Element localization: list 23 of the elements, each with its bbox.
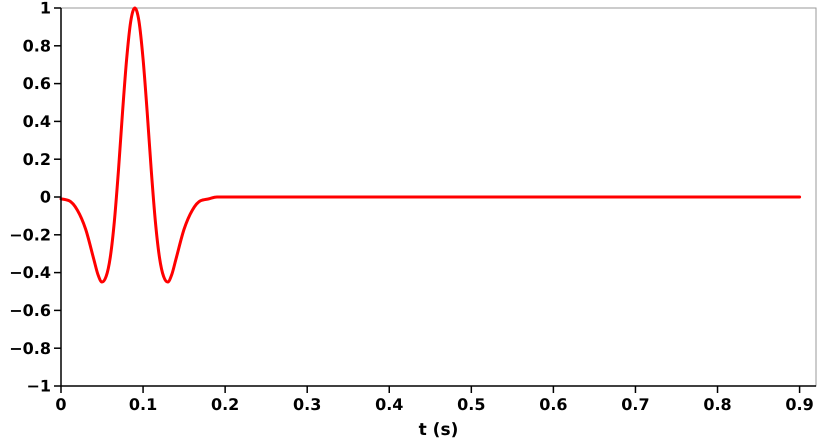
y-tick-label: 0 — [40, 188, 51, 207]
x-tick-label: 0.7 — [621, 395, 650, 414]
x-tick-label: 0.4 — [375, 395, 404, 414]
y-tick-label: 0.6 — [22, 74, 51, 94]
x-tick-label: 0.5 — [457, 395, 486, 414]
x-tick-label: 0 — [55, 395, 67, 414]
x-tick-label: 0.2 — [210, 395, 240, 414]
y-tick-label: −1 — [26, 376, 51, 396]
y-tick-label: 0.8 — [22, 36, 51, 56]
y-tick-label: 1 — [40, 0, 51, 18]
y-tick-label: −0.2 — [9, 225, 51, 244]
y-tick-label: 0.2 — [22, 150, 51, 169]
y-tick-label: −0.6 — [9, 301, 51, 320]
x-axis-title: t (s) — [418, 420, 458, 440]
x-tick-label: 0.8 — [703, 395, 732, 414]
x-tick-label: 0.1 — [128, 395, 158, 414]
y-tick-label: −0.4 — [9, 263, 51, 282]
x-tick-label: 0.9 — [785, 395, 814, 414]
x-tick-label: 0.6 — [539, 395, 568, 414]
line-series — [60, 6, 802, 284]
y-tick-label: −0.8 — [9, 338, 51, 358]
y-tick-label: 0.4 — [22, 112, 51, 131]
x-tick-label: 0.3 — [293, 395, 322, 414]
